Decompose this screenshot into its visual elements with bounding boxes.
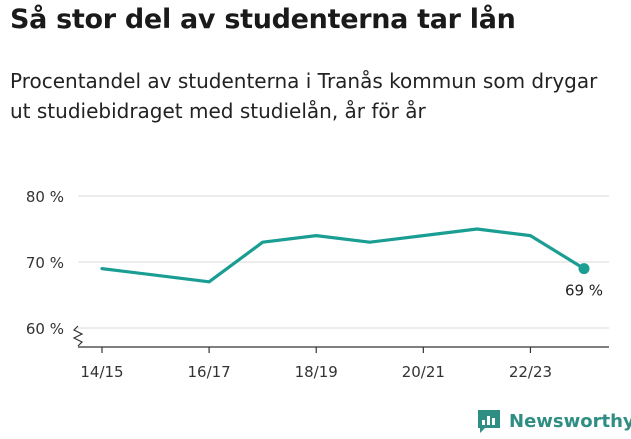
end-point xyxy=(578,263,590,275)
brand-name: Newsworthy xyxy=(509,410,631,432)
x-tick-label: 18/19 xyxy=(295,363,338,381)
newsworthy-logo-icon xyxy=(478,410,500,433)
x-tick-label: 20/21 xyxy=(402,363,445,381)
x-tick-label: 14/15 xyxy=(80,363,123,381)
series-line xyxy=(100,227,586,284)
x-tick-label: 16/17 xyxy=(187,363,230,381)
brand: Newsworthy xyxy=(476,408,631,434)
page-subtitle: Procentandel av studenterna i Tranås kom… xyxy=(10,69,598,123)
axis-break-icon xyxy=(72,325,84,347)
y-tick-label: 70 % xyxy=(26,254,64,272)
page-title: Så stor del av studenterna tar lån xyxy=(10,4,516,35)
y-tick-label: 60 % xyxy=(26,320,64,338)
end-value-label: 69 % xyxy=(565,282,603,300)
y-tick-label: 80 % xyxy=(26,188,64,206)
x-tick-label: 22/23 xyxy=(509,363,552,381)
